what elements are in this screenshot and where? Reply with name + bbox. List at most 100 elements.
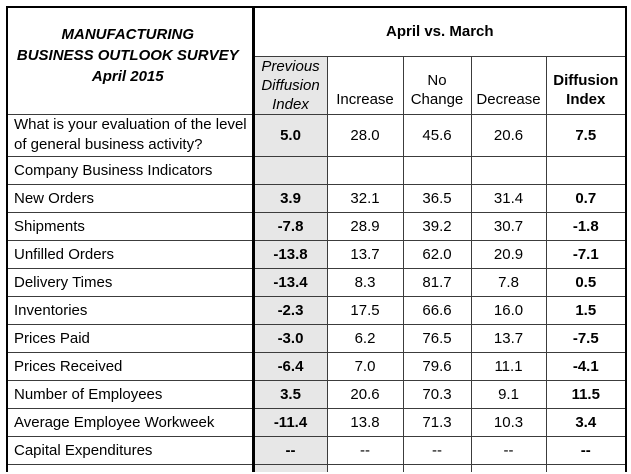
diffusion-index-cell: -- [545, 435, 627, 465]
no-change-cell: 39.2 [402, 211, 472, 241]
increase-cell: 7.0 [326, 351, 404, 381]
survey-sheet: MANUFACTURING BUSINESS OUTLOOK SURVEY Ap… [6, 6, 628, 472]
column-header-increase: Increase [326, 55, 404, 115]
diffusion-index-cell: 11.5 [545, 379, 627, 409]
row-label-cell: Inventories [6, 295, 255, 325]
previous-diffusion-index-cell: -6.4 [252, 351, 328, 381]
partial-label-cell [6, 463, 255, 472]
increase-cell [326, 155, 404, 185]
table-row: Prices Paid -3.0 6.2 76.5 13.7 -7.5 [6, 323, 627, 353]
table-row: Number of Employees 3.5 20.6 70.3 9.1 11… [6, 379, 627, 409]
decrease-cell: 13.7 [470, 323, 547, 353]
previous-diffusion-index-cell [252, 155, 328, 185]
row-label-cell: Company Business Indicators [6, 155, 255, 185]
partial-previous-cell [252, 463, 328, 472]
diffusion-index-cell: -1.8 [545, 211, 627, 241]
table-row: Company Business Indicators [6, 155, 627, 185]
previous-diffusion-index-cell: 5.0 [252, 113, 328, 157]
increase-cell: 13.8 [326, 407, 404, 437]
previous-diffusion-index-cell: -3.0 [252, 323, 328, 353]
decrease-cell: 31.4 [470, 183, 547, 213]
row-label-cell: New Orders [6, 183, 255, 213]
diffusion-index-cell: 0.5 [545, 267, 627, 297]
survey-title: MANUFACTURING BUSINESS OUTLOOK SURVEY Ap… [6, 6, 255, 115]
previous-diffusion-index-cell: 3.5 [252, 379, 328, 409]
table-row: Inventories -2.3 17.5 66.6 16.0 1.5 [6, 295, 627, 325]
no-change-cell: 71.3 [402, 407, 472, 437]
previous-diffusion-index-cell: -7.8 [252, 211, 328, 241]
partial-increase-cell [326, 463, 404, 472]
table-row: Delivery Times -13.4 8.3 81.7 7.8 0.5 [6, 267, 627, 297]
table-row: What is your evaluation of the level of … [6, 113, 627, 157]
previous-diffusion-index-cell: -13.8 [252, 239, 328, 269]
decrease-cell: 9.1 [470, 379, 547, 409]
increase-cell: 20.6 [326, 379, 404, 409]
decrease-cell: -- [470, 435, 547, 465]
decrease-cell: 11.1 [470, 351, 547, 381]
previous-diffusion-index-cell: -2.3 [252, 295, 328, 325]
row-label-cell: What is your evaluation of the level of … [6, 113, 255, 157]
table-row: Unfilled Orders -13.8 13.7 62.0 20.9 -7.… [6, 239, 627, 269]
decrease-cell: 20.9 [470, 239, 547, 269]
table-row: Capital Expenditures -- -- -- -- -- [6, 435, 627, 465]
column-header-diffusion-index: Diffusion Index [545, 55, 627, 115]
row-label-cell: Delivery Times [6, 267, 255, 297]
row-label-cell: Average Employee Workweek [6, 407, 255, 437]
table-row: Shipments -7.8 28.9 39.2 30.7 -1.8 [6, 211, 627, 241]
table-row: Average Employee Workweek -11.4 13.8 71.… [6, 407, 627, 437]
increase-cell: 8.3 [326, 267, 404, 297]
partial-diffusion-cell [545, 463, 627, 472]
column-header-no-change: No Change [402, 55, 472, 115]
table-row: New Orders 3.9 32.1 36.5 31.4 0.7 [6, 183, 627, 213]
increase-cell: 17.5 [326, 295, 404, 325]
no-change-cell: 76.5 [402, 323, 472, 353]
decrease-cell: 20.6 [470, 113, 547, 157]
survey-table: MANUFACTURING BUSINESS OUTLOOK SURVEY Ap… [6, 6, 628, 472]
comparison-period-header: April vs. March [252, 6, 627, 57]
no-change-cell: -- [402, 435, 472, 465]
cropped-partial-row [6, 463, 627, 472]
no-change-cell: 45.6 [402, 113, 472, 157]
increase-cell: -- [326, 435, 404, 465]
increase-cell: 13.7 [326, 239, 404, 269]
row-label-cell: Unfilled Orders [6, 239, 255, 269]
increase-cell: 28.0 [326, 113, 404, 157]
row-label-cell: Shipments [6, 211, 255, 241]
previous-diffusion-index-cell: -- [252, 435, 328, 465]
increase-cell: 28.9 [326, 211, 404, 241]
row-label-cell: Capital Expenditures [6, 435, 255, 465]
diffusion-index-cell: -7.1 [545, 239, 627, 269]
header-row-comparison: MANUFACTURING BUSINESS OUTLOOK SURVEY Ap… [6, 6, 627, 115]
previous-diffusion-index-cell: 3.9 [252, 183, 328, 213]
partial-decrease-cell [470, 463, 547, 472]
diffusion-index-cell: 3.4 [545, 407, 627, 437]
previous-diffusion-index-cell: -13.4 [252, 267, 328, 297]
previous-diffusion-index-cell: -11.4 [252, 407, 328, 437]
column-header-previous-diffusion-index: Previous Diffusion Index [252, 55, 328, 115]
diffusion-index-cell: 0.7 [545, 183, 627, 213]
column-header-decrease: Decrease [470, 55, 547, 115]
no-change-cell: 81.7 [402, 267, 472, 297]
no-change-cell: 62.0 [402, 239, 472, 269]
increase-cell: 6.2 [326, 323, 404, 353]
diffusion-index-cell: 7.5 [545, 113, 627, 157]
decrease-cell: 10.3 [470, 407, 547, 437]
no-change-cell: 66.6 [402, 295, 472, 325]
no-change-cell: 70.3 [402, 379, 472, 409]
increase-cell: 32.1 [326, 183, 404, 213]
diffusion-index-cell [545, 155, 627, 185]
no-change-cell: 79.6 [402, 351, 472, 381]
table-row: Prices Received -6.4 7.0 79.6 11.1 -4.1 [6, 351, 627, 381]
row-label-cell: Prices Received [6, 351, 255, 381]
partial-no-change-cell [402, 463, 472, 472]
no-change-cell [402, 155, 472, 185]
row-label-cell: Number of Employees [6, 379, 255, 409]
diffusion-index-cell: -4.1 [545, 351, 627, 381]
decrease-cell: 16.0 [470, 295, 547, 325]
header-row-columns: Previous Diffusion Index Increase No Cha… [7, 55, 627, 115]
diffusion-index-cell: -7.5 [545, 323, 627, 353]
decrease-cell [470, 155, 547, 185]
diffusion-index-cell: 1.5 [545, 295, 627, 325]
no-change-cell: 36.5 [402, 183, 472, 213]
row-label-cell: Prices Paid [6, 323, 255, 353]
